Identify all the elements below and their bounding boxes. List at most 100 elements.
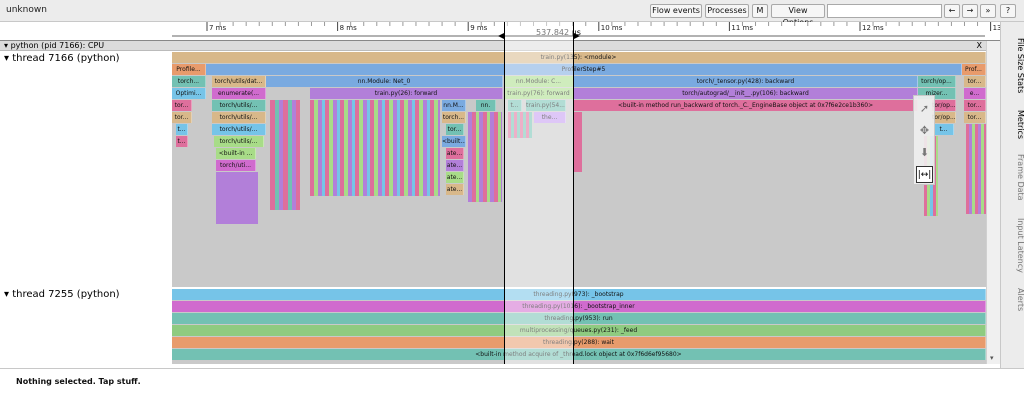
ruler-tick-label: 13 [993, 24, 1000, 32]
flame-stack[interactable] [574, 112, 582, 172]
prev-result-button[interactable]: ← [944, 4, 960, 18]
slice-runbackward[interactable]: <built-in method run_backward of torch._… [574, 100, 918, 111]
close-process-button[interactable]: X [976, 41, 982, 50]
slice-torch1[interactable]: torch... [172, 76, 206, 87]
zoom-icon[interactable]: ⬇ [919, 146, 930, 159]
slice-torchop[interactable]: torch/op... [918, 76, 956, 87]
flame-stack[interactable] [966, 124, 986, 214]
thread-name: thread 7166 (python) [12, 53, 120, 64]
right-arrow-icon [574, 33, 580, 39]
slice-train54[interactable]: train.py(54... [526, 100, 566, 111]
slice-built1[interactable]: <built... [442, 136, 466, 147]
slice-ate-4[interactable]: ate... [446, 184, 464, 195]
slice-the[interactable]: the... [534, 112, 566, 123]
slice-acquire[interactable]: <built-in method acquire of _thread.lock… [172, 349, 986, 360]
flow-events-button[interactable]: Flow events [650, 4, 702, 18]
slice-t-2[interactable]: t... [176, 124, 188, 135]
ruler-tick-label: 12 ms [862, 24, 884, 32]
slice-tor-2[interactable]: tor... [964, 100, 986, 111]
slice-ate-3[interactable]: ate... [446, 172, 464, 183]
slice-forward26[interactable]: train.py(26): forward [310, 88, 503, 99]
slice-t-3[interactable]: t... [934, 124, 954, 135]
slice-tor-4[interactable]: tor... [964, 112, 986, 123]
expand-arrow-icon: ▾ [4, 289, 13, 300]
slice-net0[interactable]: nn.Module: Net_0 [266, 76, 503, 87]
slice-torvop[interactable]: tor/op... [932, 100, 956, 111]
flame-stack[interactable] [270, 100, 300, 210]
slice-torutils[interactable]: torch/utils/... [212, 100, 266, 111]
collapse-arrow-icon[interactable]: ▾ [4, 41, 11, 50]
more-button[interactable]: » [980, 4, 996, 18]
scroll-down-icon[interactable]: ▾ [990, 354, 994, 362]
thread-name: thread 7255 (python) [12, 289, 120, 300]
slice-enumerate[interactable]: enumerate(... [212, 88, 266, 99]
slice-bootstrap-inner[interactable]: threading.py(1016): _bootstrap_inner [172, 301, 986, 312]
m-button[interactable]: M [752, 4, 768, 18]
slice-module[interactable]: train.py(135): <module> [172, 52, 986, 63]
slice-torch2[interactable]: torch... [442, 112, 466, 123]
slice-torutils-2[interactable]: torch/utils/... [212, 112, 266, 123]
slice-mizer[interactable]: mizer... [918, 88, 956, 99]
slice-optim[interactable]: Optimi... [172, 88, 206, 99]
ruler-graphic: 7 ms 8 ms 9 ms 10 ms 11 ms 12 ms 13 [172, 22, 1002, 39]
flame-stack[interactable] [508, 112, 532, 138]
thread-label-7255[interactable]: ▾ thread 7255 (python) [4, 289, 120, 300]
slice-netc[interactable]: nn.Module: C... [504, 76, 574, 87]
slice-t[interactable]: t... [508, 100, 522, 111]
slice-tor-small[interactable]: tor... [172, 100, 192, 111]
ruler-tick-label: 10 ms [601, 24, 623, 32]
slice-tor[interactable]: tor... [964, 76, 986, 87]
slice-run[interactable]: threading.py(953): run [172, 313, 986, 324]
slice-dataload[interactable]: torch/utils/dat... [212, 76, 266, 87]
side-panel-tabs: File Size Stats Metrics Frame Data Input… [1000, 22, 1024, 368]
slice-t-4[interactable]: t... [176, 136, 188, 147]
processes-button[interactable]: Processes [705, 4, 749, 18]
slice-tor-5[interactable]: tor... [446, 124, 464, 135]
slice-profiler[interactable]: Profile... [172, 64, 206, 75]
selection-duration: 537.842 µs [536, 28, 581, 37]
slice-backward[interactable]: torch/_tensor.py(428): backward [574, 76, 918, 87]
slice-tor-3[interactable]: tor... [172, 112, 192, 123]
slice-step[interactable]: ProfilerStep#5 [206, 64, 962, 75]
time-ruler[interactable]: 7 ms 8 ms 9 ms 10 ms 11 ms 12 ms 13 537.842 µs [0, 22, 1002, 41]
slice-torutils-4[interactable]: torch/utils/... [214, 136, 264, 147]
slice-bootstrap[interactable]: threading.py(973): _bootstrap [172, 289, 986, 300]
flame-stack[interactable] [468, 112, 502, 202]
slice-ate-1[interactable]: ate... [446, 148, 464, 159]
slice-nn[interactable]: nn. [476, 100, 496, 111]
help-button[interactable]: ? [1000, 4, 1016, 18]
vertical-scrollbar[interactable]: ▾ [986, 41, 1000, 364]
slice-profiler2[interactable]: Prof... [962, 64, 986, 75]
pan-icon[interactable]: ✥ [919, 124, 930, 137]
flame-stack[interactable] [216, 172, 258, 224]
search-input[interactable] [827, 4, 942, 18]
flame-stack[interactable] [310, 100, 440, 196]
slice-autograd[interactable]: torch/autograd/__init__.py(106): backwar… [574, 88, 918, 99]
thread-label-7166[interactable]: ▾ thread 7166 (python) [4, 53, 120, 64]
slice-ate-2[interactable]: ate... [446, 160, 464, 171]
view-options-button[interactable]: View Options [771, 4, 825, 27]
slice-wait[interactable]: threading.py(288): wait [172, 337, 986, 348]
slice-nnm[interactable]: nn.M... [442, 100, 466, 111]
track-area[interactable]: ▾ thread 7166 (python) ▾ thread 7255 (py… [0, 51, 986, 364]
cursor-icon[interactable]: ➚ [919, 102, 930, 115]
tab-alerts[interactable]: Alerts [1016, 288, 1024, 312]
slice-e[interactable]: e... [964, 88, 986, 99]
process-label: python (pid 7166): CPU [10, 41, 105, 50]
slice-torutils-3[interactable]: torch/utils/... [212, 124, 266, 135]
left-arrow-icon [498, 33, 504, 39]
tab-input-latency[interactable]: Input Latency [1016, 218, 1024, 273]
slice-feed[interactable]: multiprocessing/queues.py(231): _feed [172, 325, 986, 336]
slice-torchuti[interactable]: torch/uti... [216, 160, 256, 171]
slice-torvop-2[interactable]: tor/op... [932, 112, 956, 123]
mouse-mode-selector[interactable]: ➚ ✥ ⬇ |↔| [913, 95, 935, 185]
next-result-button[interactable]: → [962, 4, 978, 18]
timing-icon[interactable]: |↔| [916, 166, 933, 183]
tab-file-size-stats[interactable]: File Size Stats [1016, 38, 1024, 94]
slice-builtin[interactable]: <built-in ... [216, 148, 256, 159]
tab-frame-data[interactable]: Frame Data [1016, 154, 1024, 201]
tab-metrics[interactable]: Metrics [1016, 110, 1024, 140]
process-header[interactable]: ▾ python (pid 7166): CPU X [0, 41, 986, 51]
slice-forward76[interactable]: train.py(76): forward [504, 88, 574, 99]
trace-title: unknown [6, 5, 47, 15]
